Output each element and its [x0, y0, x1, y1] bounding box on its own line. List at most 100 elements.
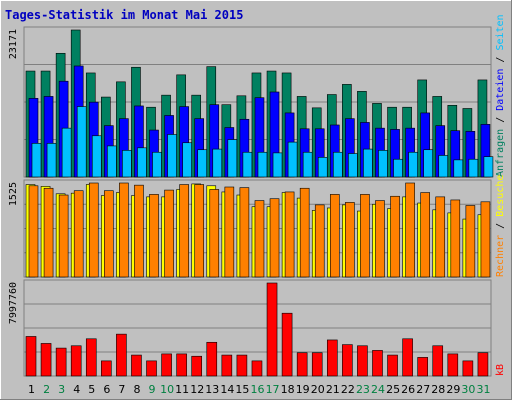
bar-seiten-day-31 — [483, 156, 494, 178]
bar-kb-day-14 — [221, 354, 233, 377]
day-label-30: 30 — [461, 383, 475, 396]
legend-separator: / — [495, 111, 506, 129]
panel-traffic: 7997760 kB — [8, 279, 506, 377]
bar-kb-day-25 — [387, 354, 398, 377]
day-label-9: 9 — [149, 383, 156, 396]
bar-kb-day-28 — [432, 345, 444, 377]
bar-kb-day-16 — [251, 360, 263, 377]
bar-kb-day-18 — [281, 312, 293, 377]
bar-kb-day-2 — [40, 343, 52, 377]
bar-kb-day-21 — [326, 339, 338, 377]
day-label-1: 1 — [28, 383, 35, 396]
bar-seiten-day-18 — [287, 141, 298, 178]
bar-kb-day-24 — [372, 350, 383, 377]
day-label-26: 26 — [401, 383, 415, 396]
bar-seiten-day-8 — [137, 147, 147, 178]
bar-seiten-day-2 — [46, 143, 57, 178]
bar-rechner-day-9 — [149, 194, 159, 278]
bar-rechner-day-23 — [360, 194, 370, 278]
panel-visits-legend: Rechner / Besuche — [495, 175, 506, 277]
day-label-13: 13 — [205, 383, 219, 396]
bar-rechner-day-15 — [239, 187, 250, 278]
bar-rechner-day-16 — [254, 200, 265, 278]
bar-rechner-day-3 — [58, 194, 69, 278]
day-label-14: 14 — [220, 383, 234, 396]
chart-title: Tages-Statistik im Monat Mai 2015 — [5, 8, 243, 22]
bar-rechner-day-17 — [269, 198, 280, 278]
bar-kb-day-30 — [462, 360, 474, 377]
bar-seiten-day-25 — [393, 158, 403, 178]
legend-item-anfragen: Anfragen — [495, 129, 506, 177]
bar-rechner-day-1 — [28, 185, 39, 278]
bar-kb-day-17 — [266, 282, 278, 377]
bar-rechner-day-24 — [375, 200, 385, 278]
bar-kb-day-8 — [131, 354, 142, 377]
bar-seiten-day-27 — [423, 149, 433, 178]
bar-seiten-day-5 — [91, 135, 102, 178]
bar-seiten-day-22 — [348, 153, 358, 178]
bar-kb-day-15 — [236, 354, 248, 377]
bar-rechner-day-27 — [420, 192, 430, 278]
bar-kb-day-6 — [101, 360, 112, 377]
day-label-22: 22 — [341, 383, 355, 396]
bar-kb-day-9 — [146, 360, 157, 377]
bar-rechner-day-2 — [43, 187, 54, 278]
day-label-10: 10 — [160, 383, 174, 396]
day-label-21: 21 — [326, 383, 340, 396]
legend-item-kb: kB — [495, 364, 506, 376]
bar-seiten-day-10 — [167, 134, 177, 178]
bar-kb-day-10 — [161, 353, 172, 377]
day-labels: 1 2 3 4 5 6 7 8 9 10 11 12 13 14 15 16 17 18 19 20 21 22 23 24 2… — [28, 383, 490, 396]
day-label-6: 6 — [103, 383, 110, 396]
legend-item-rechner: Rechner — [495, 235, 506, 277]
bar-rechner-day-28 — [435, 196, 446, 278]
bar-kb-day-12 — [191, 355, 203, 377]
day-label-31: 31 — [476, 383, 490, 396]
bar-kb-day-19 — [296, 352, 308, 377]
day-label-12: 12 — [190, 383, 204, 396]
bar-rechner-day-29 — [450, 199, 461, 278]
bar-seiten-day-20 — [317, 157, 328, 178]
legend-item-besuche: Besuche — [495, 175, 506, 217]
panel-visits-max-label: 1525 — [8, 182, 19, 206]
day-label-20: 20 — [311, 383, 325, 396]
bar-seiten-day-17 — [272, 152, 283, 178]
panel-requests-legend: Anfragen / Dateien / Seiten — [495, 14, 506, 177]
bar-kb-day-3 — [55, 347, 67, 377]
bar-seiten-day-30 — [468, 158, 479, 178]
bar-kb-day-11 — [176, 353, 187, 377]
panel-visits: 1525 Rechner / Besuche — [8, 175, 506, 278]
day-label-29: 29 — [446, 383, 460, 396]
bar-rechner-day-12 — [194, 184, 205, 278]
bar-rechner-day-25 — [390, 195, 400, 278]
bar-seiten-day-26 — [408, 151, 418, 178]
bar-seiten-day-6 — [107, 145, 117, 178]
bar-kb-day-27 — [417, 357, 428, 377]
bar-rechner-day-26 — [405, 182, 415, 278]
day-label-28: 28 — [431, 383, 445, 396]
bar-rechner-day-31 — [480, 201, 491, 278]
bar-kb-day-4 — [70, 345, 82, 377]
bar-kb-day-26 — [402, 338, 413, 377]
day-label-27: 27 — [416, 383, 430, 396]
bar-seiten-day-12 — [197, 149, 208, 178]
bar-kb-day-7 — [116, 333, 127, 377]
bar-seiten-day-9 — [152, 151, 162, 178]
bar-kb-day-22 — [342, 344, 353, 377]
day-label-7: 7 — [118, 383, 125, 396]
panel-requests: 23171 Anfragen / Dateien / Seiten — [8, 14, 506, 178]
day-label-25: 25 — [386, 383, 400, 396]
bar-seiten-day-23 — [363, 148, 373, 178]
day-label-17: 17 — [266, 383, 280, 396]
panel-requests-max-label: 23171 — [8, 29, 19, 59]
day-label-2: 2 — [43, 383, 50, 396]
legend-item-seiten: Seiten — [495, 14, 506, 50]
day-label-23: 23 — [356, 383, 370, 396]
legend-separator: / — [495, 217, 506, 235]
bar-seiten-day-21 — [332, 151, 343, 178]
bar-seiten-day-28 — [438, 155, 449, 178]
bar-rechner-day-4 — [73, 190, 84, 278]
bar-rechner-day-18 — [284, 191, 295, 278]
bar-seiten-day-11 — [182, 142, 192, 178]
